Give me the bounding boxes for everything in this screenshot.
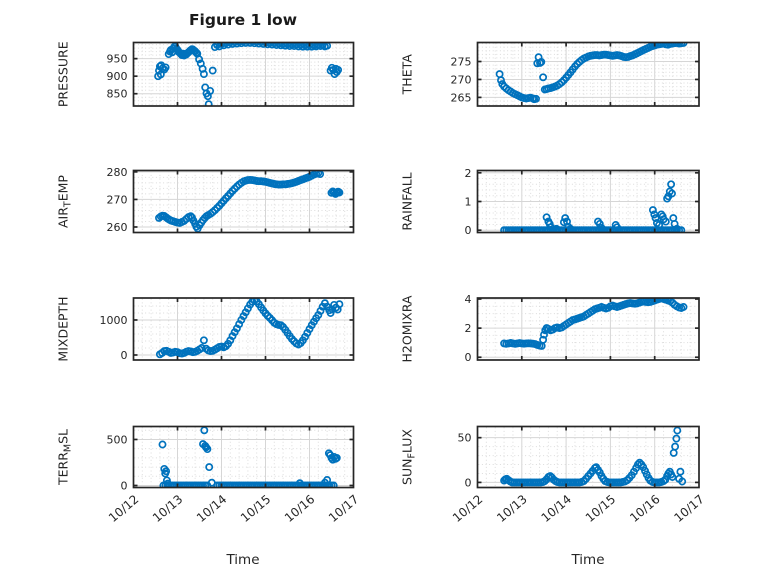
y-tick-label: 0 — [465, 351, 472, 364]
x-tick-label: 10/14 — [539, 492, 574, 525]
subplot-air_temp: 260 270 280 AIRTEMP — [56, 166, 355, 234]
y-tick-label: 1 — [465, 195, 472, 208]
subplot-sun_flux: 0 50 10/12 10/13 10/14 10/15 10/16 10/17 SUNFLUX — [400, 425, 707, 525]
x-tick-label: 10/13 — [494, 492, 529, 525]
x-tick-label: 10/14 — [194, 492, 229, 525]
tick-marks — [477, 298, 699, 360]
scatter-series-h2omixra — [500, 298, 688, 350]
subplot-pressure: 850 900 950 PRESSURE — [56, 41, 355, 107]
y-tick-label: 0 — [121, 479, 128, 492]
tick-marks — [133, 298, 354, 360]
subplot-terr_msl: 0 500 10/12 10/13 10/14 10/15 10/16 10/17 TERRMS… — [56, 425, 361, 525]
y-tick-label: 50 — [458, 432, 472, 445]
axes-box — [476, 297, 700, 361]
x-axis-label-left: Time — [226, 552, 260, 568]
y-tick-label: 2 — [465, 322, 472, 335]
tick-marks — [133, 426, 354, 488]
minor-grid — [134, 43, 353, 106]
x-tick-label: 10/12 — [450, 492, 485, 525]
y-axis-label: H2OMIXRA — [400, 295, 415, 362]
y-axis-label: SUNFLUX — [400, 429, 418, 485]
y-axis-label: TERRMSL — [56, 429, 74, 486]
minor-grid — [134, 298, 353, 360]
x-tick-label: 10/16 — [282, 492, 317, 525]
y-axis-label: RAINFALL — [400, 172, 415, 230]
tick-marks — [477, 170, 699, 233]
y-axis-label: AIRTEMP — [56, 175, 74, 228]
y-tick-label: 270 — [107, 193, 128, 206]
y-tick-label: 1000 — [100, 314, 128, 327]
axes-box — [132, 297, 355, 361]
y-tick-label: 280 — [107, 166, 128, 179]
x-tick-label: 10/13 — [150, 492, 185, 525]
axes-box — [132, 169, 355, 234]
y-axis-label: THETA — [400, 54, 415, 96]
x-tick-label: 10/17 — [671, 492, 706, 525]
y-tick-label: 265 — [451, 91, 472, 104]
tick-marks — [477, 42, 699, 106]
subplot-mixdepth: 0 1000 MIXDEPTH — [56, 296, 355, 362]
subplot-theta: 265 270 275 THETA — [400, 41, 700, 107]
tick-marks — [133, 42, 354, 106]
axes-box — [476, 425, 700, 489]
y-tick-label: 0 — [121, 349, 128, 362]
x-axis-label-right: Time — [571, 552, 605, 568]
y-tick-label: 950 — [107, 53, 128, 66]
y-tick-label: 0 — [465, 476, 472, 489]
y-axis-label: PRESSURE — [56, 41, 71, 107]
scatter-series-terr_msl — [158, 426, 341, 488]
axes-box — [476, 41, 700, 107]
y-axis-label: MIXDEPTH — [56, 296, 71, 361]
y-tick-label: 4 — [465, 293, 472, 306]
axes-box — [132, 41, 355, 107]
major-grid — [133, 42, 354, 106]
minor-grid — [134, 427, 353, 487]
x-tick-label: 10/16 — [627, 492, 662, 525]
y-tick-label: 260 — [107, 221, 128, 234]
y-tick-label: 500 — [107, 433, 128, 446]
minor-grid — [478, 427, 699, 487]
tick-marks — [477, 426, 699, 488]
y-tick-label: 2 — [465, 167, 472, 180]
minor-grid — [478, 171, 699, 232]
subplot-h2omixra: 0 2 4 H2OMIXRA — [400, 293, 700, 364]
scatter-series-theta — [495, 42, 688, 104]
y-tick-label: 900 — [107, 70, 128, 83]
y-tick-label: 850 — [107, 88, 128, 101]
y-tick-label: 0 — [465, 224, 472, 237]
scatter-series-mixdepth — [155, 298, 344, 359]
x-tick-label: 10/15 — [583, 492, 618, 525]
figure-title: Figure 1 low — [188, 11, 298, 29]
x-tick-label: 10/15 — [238, 492, 273, 525]
scatter-series-pressure — [154, 42, 343, 106]
y-tick-label: 275 — [451, 55, 472, 68]
x-tick-label: 10/12 — [106, 492, 141, 525]
axes-box — [132, 425, 355, 489]
scatter-series-air_temp — [155, 170, 344, 233]
subplot-rainfall: 0 1 2 RAINFALL — [400, 167, 700, 237]
scatter-series-rainfall — [500, 180, 686, 233]
tick-marks — [133, 170, 354, 233]
y-tick-label: 270 — [451, 73, 472, 86]
x-tick-label: 10/17 — [326, 492, 361, 525]
